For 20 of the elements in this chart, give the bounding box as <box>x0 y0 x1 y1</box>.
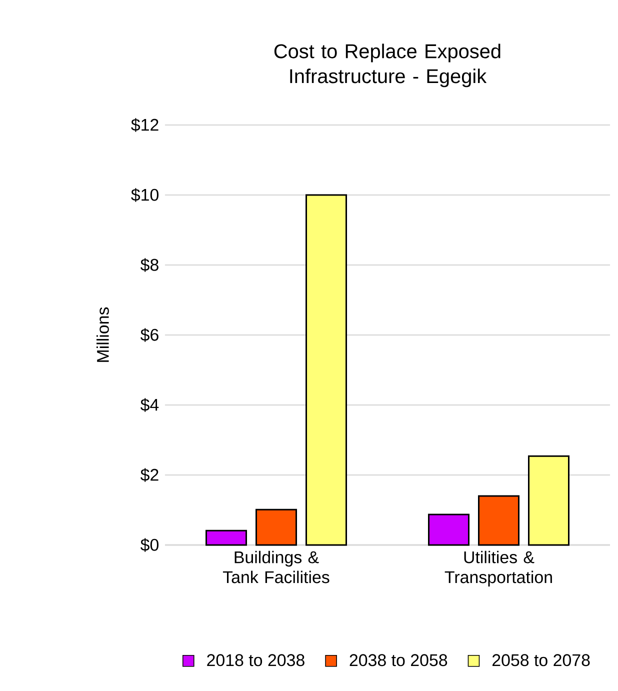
bar <box>478 495 520 546</box>
bar <box>428 514 470 546</box>
y-tick-label: $0 <box>140 538 158 552</box>
y-tick-label: $12 <box>131 118 158 132</box>
bar <box>528 455 570 546</box>
chart-title: Cost to Replace Exposed Infrastructure - Egegik <box>274 44 500 88</box>
legend-label: 2038 to 2058 <box>350 654 448 666</box>
y-tick-label: $4 <box>140 398 159 412</box>
y-tick-label: $8 <box>140 258 158 272</box>
x-tick-label: Buildings & Tank Facilities <box>222 550 330 584</box>
y-tick-label: $6 <box>140 328 158 342</box>
legend-label: 2018 to 2038 <box>207 654 304 666</box>
y-axis-title: Millions <box>96 307 109 362</box>
bar <box>256 508 298 546</box>
bar <box>206 530 247 546</box>
bar <box>306 194 348 546</box>
y-tick-label: $10 <box>131 188 158 202</box>
legend-label: 2058 to 2078 <box>492 654 590 666</box>
x-tick-label: Utilities & Transportation <box>444 550 552 587</box>
y-tick-label: $2 <box>140 468 158 482</box>
